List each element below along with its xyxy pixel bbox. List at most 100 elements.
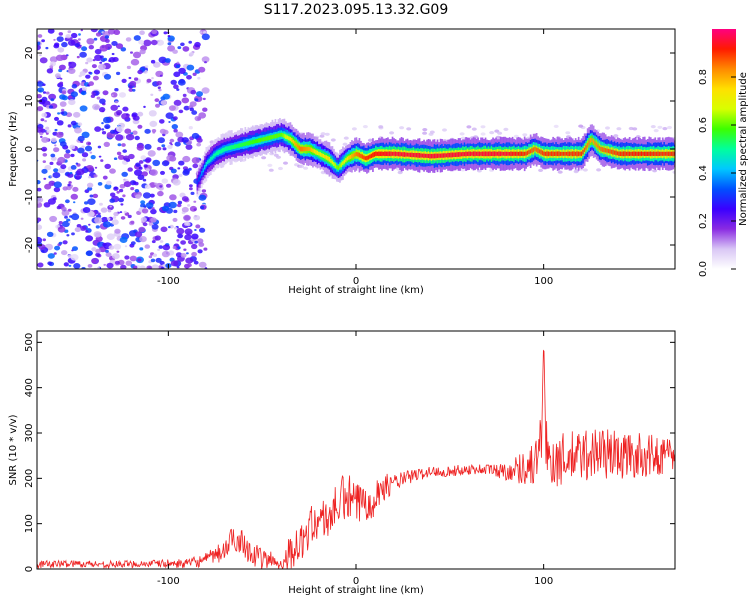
noise-speckle	[43, 202, 51, 208]
noise-speckle	[81, 145, 85, 149]
noise-speckle	[175, 131, 184, 138]
noise-speckle	[155, 103, 160, 108]
ridge-cell	[654, 151, 657, 156]
noise-speckle	[45, 126, 50, 130]
ridge-cell	[555, 151, 557, 156]
ridge-cell	[658, 151, 661, 156]
ridge-cell	[438, 153, 440, 158]
noise-speckle	[134, 169, 143, 176]
noise-speckle	[169, 138, 175, 143]
x-tick-label: -100	[157, 576, 180, 587]
faint-speckle	[522, 133, 528, 137]
faint-speckle	[399, 126, 405, 130]
faint-speckle	[494, 129, 500, 133]
noise-speckle	[87, 142, 91, 145]
noise-speckle	[138, 166, 143, 170]
noise-speckle	[150, 208, 157, 215]
ridge-cell	[217, 150, 220, 155]
ridge-cell	[408, 152, 410, 157]
noise-speckle	[145, 202, 154, 209]
ridge-cell	[241, 142, 244, 147]
noise-speckle	[133, 35, 141, 41]
noise-speckle	[61, 209, 70, 217]
noise-speckle	[173, 128, 178, 133]
noise-speckle	[54, 144, 57, 147]
noise-speckle	[92, 193, 99, 199]
ridge-cell	[429, 153, 431, 159]
ridge-cell	[537, 148, 539, 153]
noise-speckle	[176, 239, 180, 242]
noise-speckle	[46, 68, 54, 74]
ridge-cell	[397, 151, 400, 157]
noise-speckle	[44, 183, 52, 190]
ridge-cell	[292, 139, 295, 144]
noise-speckle	[115, 43, 124, 49]
y-tick-label: 0	[24, 566, 35, 572]
noise-speckle	[37, 81, 44, 87]
noise-speckle	[125, 260, 133, 266]
ridge-cell	[598, 145, 601, 150]
noise-speckle	[173, 209, 178, 214]
ridge-cell	[421, 153, 424, 158]
noise-speckle	[130, 241, 136, 246]
ridge-cell	[487, 151, 490, 157]
noise-speckle	[146, 265, 153, 269]
ridge-cell	[642, 151, 644, 156]
noise-speckle	[57, 47, 65, 53]
noise-speckle	[197, 249, 203, 254]
noise-speckle	[161, 250, 170, 258]
noise-speckle	[71, 213, 80, 221]
noise-speckle	[137, 69, 143, 75]
ridge-cell	[453, 152, 455, 157]
noise-speckle	[141, 171, 148, 177]
noise-speckle	[119, 211, 123, 214]
noise-speckle	[42, 238, 46, 242]
noise-speckle	[132, 115, 140, 121]
noise-speckle	[126, 65, 131, 70]
faint-speckle	[657, 125, 663, 129]
ridge-cell	[589, 138, 592, 143]
noise-speckle	[176, 88, 180, 91]
noise-speckle	[103, 263, 106, 266]
ridge-cell	[340, 162, 343, 168]
ridge-cell	[361, 154, 364, 159]
noise-speckle	[56, 120, 64, 126]
faint-speckle	[495, 135, 501, 139]
noise-speckle	[102, 242, 107, 247]
ridge-cell	[489, 151, 491, 157]
colorbar-tick-label: 0.6	[698, 117, 709, 133]
noise-speckle	[182, 93, 187, 97]
noise-speckle	[117, 154, 125, 160]
noise-speckle	[180, 240, 187, 245]
noise-speckle	[151, 77, 154, 80]
noise-speckle	[181, 196, 189, 202]
ridge-cell	[240, 143, 242, 147]
ridge-cell	[564, 151, 566, 156]
noise-speckle	[58, 241, 63, 245]
ridge-cell	[469, 151, 472, 157]
faint-speckle	[351, 127, 357, 131]
ridge-cell	[297, 144, 299, 149]
noise-speckle	[81, 152, 89, 158]
noise-speckle	[134, 135, 140, 141]
noise-speckle	[172, 245, 177, 250]
noise-speckle	[121, 171, 128, 177]
noise-speckle	[74, 127, 82, 134]
ridge-cell	[196, 180, 199, 185]
noise-speckle	[186, 252, 189, 255]
noise-speckle	[49, 161, 54, 165]
ridge-cell	[648, 151, 651, 156]
ridge-cell	[580, 151, 583, 157]
ridge-cell	[576, 151, 578, 157]
y-tick-label: 100	[24, 514, 35, 533]
colorbar-ticks: 0.0 0.2 0.4 0.6 0.8	[698, 69, 736, 277]
ridge-cell	[346, 156, 349, 161]
noise-speckle	[87, 176, 91, 179]
ridge-cell	[220, 148, 223, 154]
ridge-cell	[652, 151, 655, 156]
ridge-cell	[591, 138, 593, 143]
ridge-cell	[444, 153, 446, 158]
ridge-cell	[205, 162, 208, 167]
noise-speckle	[130, 220, 135, 224]
noise-speckle	[76, 224, 82, 228]
